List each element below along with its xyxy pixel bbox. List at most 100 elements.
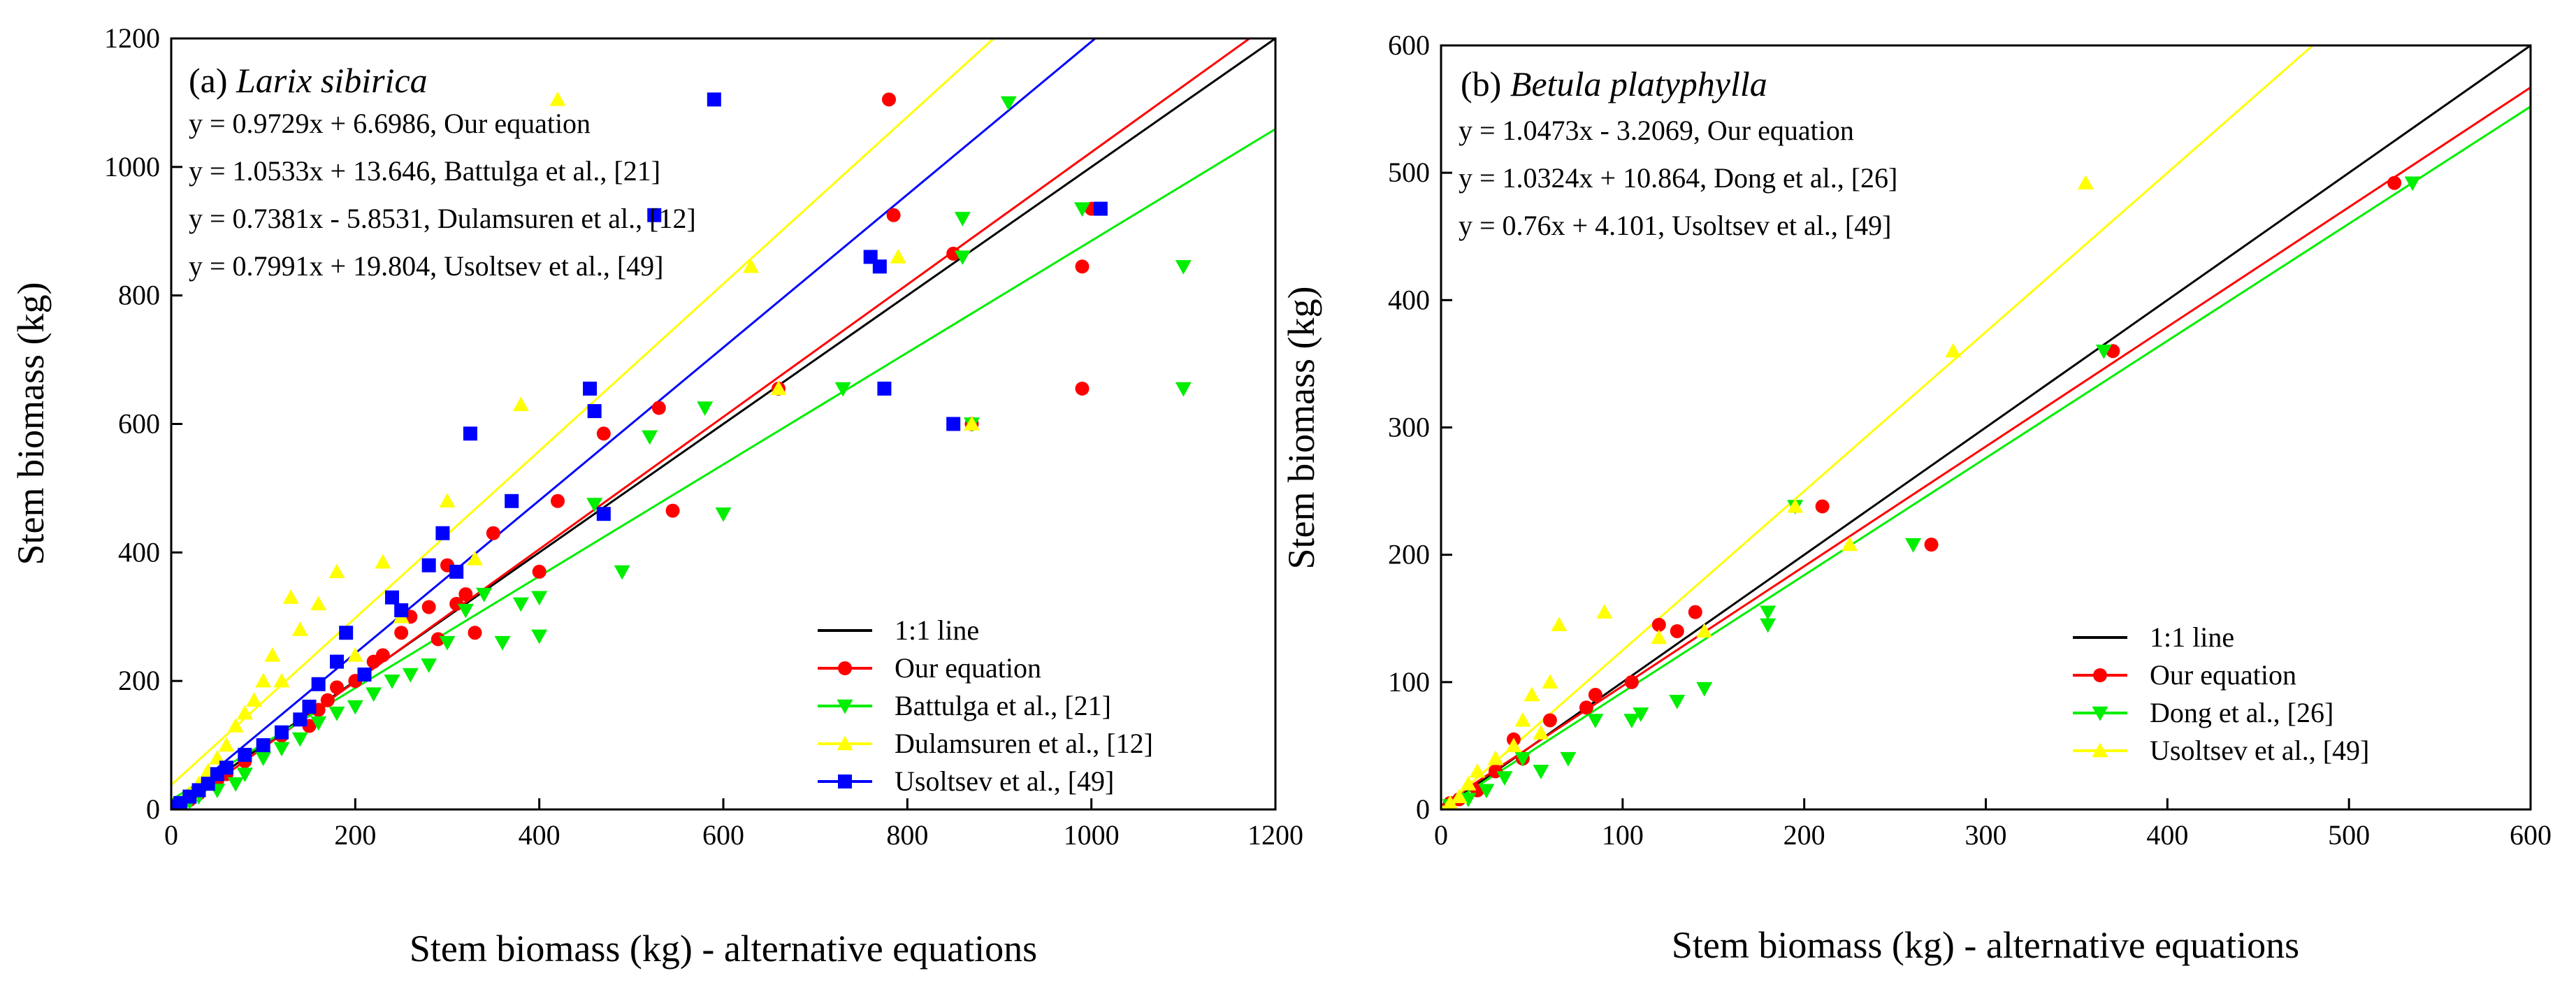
data-point-series-2 (218, 737, 235, 752)
data-point-series-2 (964, 416, 980, 431)
data-point-series-1 (1669, 694, 1686, 709)
data-point-series-1 (1175, 260, 1192, 275)
panel-b-title: (b) Betula platyphylla (1461, 64, 1767, 103)
data-point-series-3 (1093, 201, 1108, 216)
data-point-series-2 (743, 258, 759, 273)
data-point-series-3 (385, 590, 399, 605)
panel-a-equations: y = 0.9729x + 6.6986, Our equation y = 1.… (189, 108, 696, 282)
data-point-series-1 (236, 768, 253, 782)
data-point-series-3 (357, 667, 372, 682)
data-point-series-0 (651, 401, 666, 415)
x-tick-label: 1200 (1247, 819, 1303, 851)
x-tick-label: 1000 (1064, 819, 1120, 851)
data-point-series-2 (1533, 725, 1549, 740)
x-tick-label: 400 (2146, 819, 2188, 851)
legend-marker-swatch (838, 775, 852, 788)
data-point-series-2 (1451, 788, 1468, 803)
panel-a-ylabel: Stem biomass (kg) (10, 282, 52, 565)
data-point-series-0 (596, 426, 611, 441)
data-point-series-3 (583, 381, 598, 396)
data-point-series-1 (402, 668, 419, 683)
y-tick-label: 800 (118, 280, 160, 311)
data-point-series-1 (531, 629, 548, 644)
x-tick-label: 200 (334, 819, 376, 851)
data-point-series-3 (449, 564, 464, 579)
data-point-series-1 (1633, 707, 1649, 722)
data-point-series-2 (375, 554, 391, 569)
data-point-series-1 (384, 674, 400, 689)
y-tick-label: 400 (1388, 284, 1430, 315)
x-tick-label: 500 (2328, 819, 2370, 851)
data-point-series-2 (1841, 536, 1858, 552)
data-point-series-0 (1924, 538, 1939, 552)
data-point-series-1 (1587, 714, 1604, 728)
data-point-series-0 (1815, 499, 1830, 514)
data-point-series-1 (1560, 751, 1577, 767)
data-point-series-0 (665, 503, 680, 518)
fit-line-series-1 (1441, 106, 2531, 809)
data-point-series-0 (551, 494, 565, 508)
data-point-series-2 (1442, 795, 1459, 809)
data-point-series-1 (366, 687, 382, 703)
data-point-series-0 (882, 92, 896, 107)
fit-line-series-1 (171, 128, 1275, 801)
data-point-series-0 (1624, 675, 1639, 689)
legend-marker-swatch (2092, 706, 2108, 721)
data-point-series-0 (430, 632, 445, 647)
data-point-series-1 (347, 700, 363, 715)
x-tick-label: 300 (1965, 819, 2007, 851)
x-tick-label: 600 (2510, 819, 2552, 851)
data-point-series-2 (1787, 498, 1804, 513)
data-point-series-1 (1696, 682, 1713, 697)
data-point-series-2 (1514, 712, 1531, 727)
data-point-series-2 (467, 551, 483, 565)
data-point-series-2 (1945, 343, 1962, 358)
data-point-series-2 (1487, 750, 1504, 765)
y-tick-label: 200 (1388, 539, 1430, 570)
data-point-series-3 (293, 712, 307, 727)
data-point-series-1 (457, 603, 474, 619)
data-point-series-0 (946, 246, 961, 261)
data-point-series-3 (330, 654, 344, 669)
data-point-series-3 (877, 381, 892, 396)
y-tick-label: 200 (118, 665, 160, 696)
data-point-series-1 (227, 777, 244, 792)
data-point-series-1 (642, 430, 658, 445)
panel-a-title: (a) Larix sibirica (189, 61, 428, 100)
data-point-series-2 (310, 596, 327, 611)
data-point-series-2 (273, 672, 290, 688)
data-point-series-3 (394, 603, 409, 618)
data-point-series-3 (238, 747, 252, 762)
legend-entry-label: 1:1 line (895, 614, 979, 646)
data-point-series-1 (954, 212, 971, 226)
data-point-series-3 (707, 92, 721, 107)
data-point-series-3 (275, 725, 289, 740)
data-point-series-2 (549, 91, 566, 106)
equation-annotation: y = 0.7381x - 5.8531, Dulamsuren et al.,… (189, 203, 696, 234)
data-point-series-2 (1551, 617, 1568, 632)
data-point-series-1 (1514, 751, 1531, 767)
data-point-series-1 (1175, 382, 1192, 397)
data-point-series-3 (505, 494, 519, 508)
x-tick-label: 600 (702, 819, 744, 851)
panel-b-xlabel: Stem biomass (kg) - alternative equation… (1672, 924, 2299, 966)
data-point-series-3 (647, 208, 662, 222)
data-point-series-1 (494, 635, 511, 651)
data-point-series-2 (890, 249, 906, 264)
data-point-series-3 (256, 738, 270, 753)
fit-line-series-2 (1441, 45, 2315, 809)
one-to-one-line (1441, 45, 2531, 809)
data-point-series-2 (1542, 674, 1558, 689)
equation-annotation: y = 0.76x + 4.101, Usoltsev et al., [49] (1459, 210, 1892, 241)
data-point-series-1 (310, 716, 327, 731)
data-point-series-1 (1760, 618, 1777, 633)
data-point-series-3 (421, 558, 436, 572)
data-point-series-2 (291, 621, 308, 636)
data-point-series-3 (339, 626, 354, 640)
data-point-series-2 (246, 692, 262, 707)
legend-marker-swatch (838, 661, 852, 675)
data-point-series-0 (1075, 381, 1090, 396)
y-tick-label: 600 (118, 408, 160, 440)
data-point-series-1 (834, 382, 851, 397)
